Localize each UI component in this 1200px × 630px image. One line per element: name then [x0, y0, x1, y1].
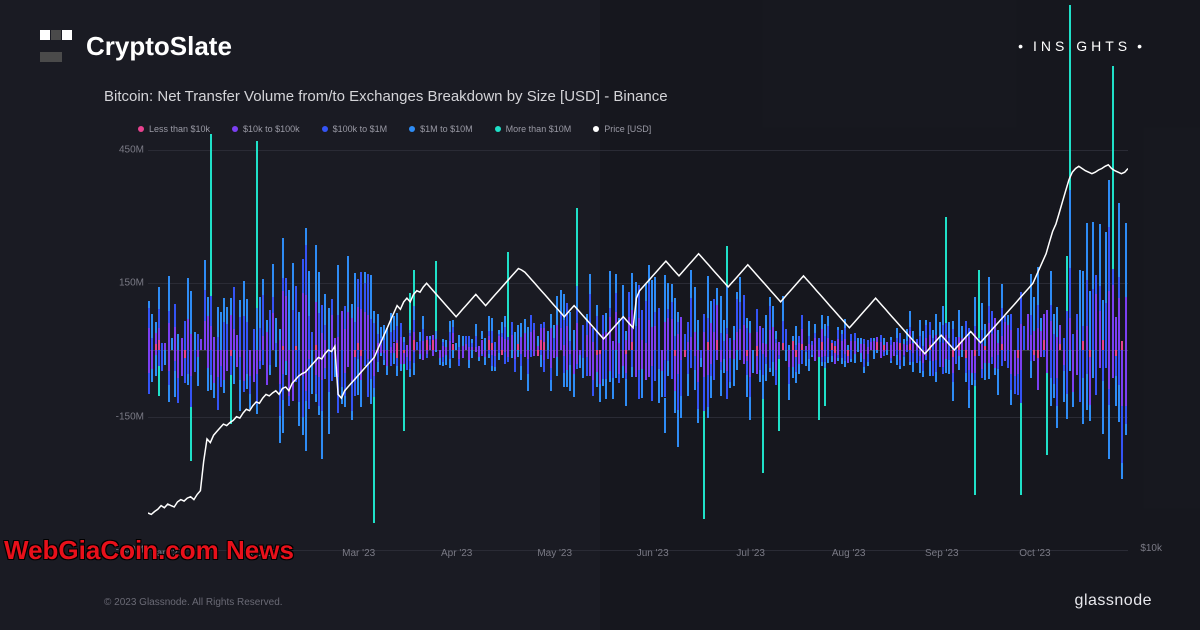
chart-title: Bitcoin: Net Transfer Volume from/to Exc… — [104, 88, 668, 105]
legend-label: Price [USD] — [604, 124, 651, 134]
x-tick-label: Mar '23 — [342, 548, 375, 559]
cryptoslate-logo-icon — [40, 30, 72, 62]
price-dot-icon — [593, 126, 599, 132]
x-tick-label: Oct '23 — [1019, 548, 1050, 559]
y-tick-label: 450M — [119, 145, 144, 156]
legend-item: $1M to $10M — [409, 124, 473, 134]
1m_10m-dot-icon — [409, 126, 415, 132]
100k_1m-dot-icon — [322, 126, 328, 132]
y-tick-label: -150M — [116, 411, 144, 422]
brand-name: CryptoSlate — [86, 31, 232, 62]
y-axis-labels: -450M-150M150M450M — [98, 150, 144, 550]
legend-item: $10k to $100k — [232, 124, 300, 134]
y-tick-label: 150M — [119, 278, 144, 289]
glassnode-logo: glassnode — [1075, 592, 1152, 610]
insights-badge: INSIGHTS — [1012, 38, 1152, 54]
legend-item: Less than $10k — [138, 124, 210, 134]
lt10k-dot-icon — [138, 126, 144, 132]
price-line — [148, 150, 1128, 550]
x-tick-label: May '23 — [537, 548, 572, 559]
legend-item: $100k to $1M — [322, 124, 388, 134]
legend-label: $10k to $100k — [243, 124, 300, 134]
legend-label: $1M to $10M — [420, 124, 473, 134]
legend-label: More than $10M — [506, 124, 572, 134]
x-tick-label: Jul '23 — [736, 548, 765, 559]
x-tick-label: Jun '23 — [637, 548, 669, 559]
x-tick-label: Apr '23 — [441, 548, 472, 559]
watermark-text: WebGiaCoin.com News — [4, 535, 294, 566]
price-line-path — [148, 165, 1128, 515]
header: CryptoSlate — [40, 30, 232, 62]
x-tick-label: Sep '23 — [925, 548, 959, 559]
chart-plot-area — [148, 150, 1128, 550]
legend-label: $100k to $1M — [333, 124, 388, 134]
10k_100k-dot-icon — [232, 126, 238, 132]
x-axis-labels: Jan '23Feb '23Mar '23Apr '23May '23Jun '… — [148, 548, 1128, 568]
gt10m-dot-icon — [495, 126, 501, 132]
right-axis-label: $10k — [1140, 543, 1162, 554]
x-tick-label: Aug '23 — [832, 548, 866, 559]
copyright-text: © 2023 Glassnode. All Rights Reserved. — [104, 597, 283, 608]
legend-item: More than $10M — [495, 124, 572, 134]
chart-legend: Less than $10k $10k to $100k $100k to $1M $… — [138, 124, 651, 134]
legend-label: Less than $10k — [149, 124, 210, 134]
legend-item: Price [USD] — [593, 124, 651, 134]
